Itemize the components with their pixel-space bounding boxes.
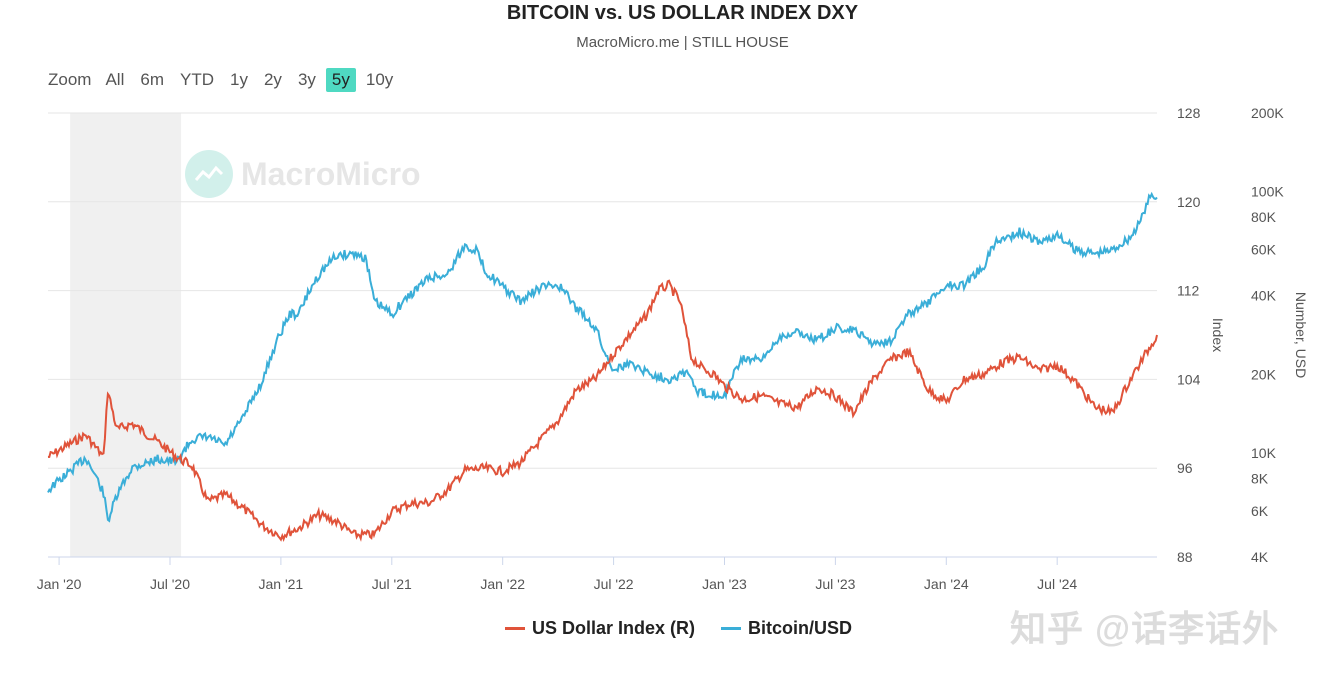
series-line-bitcoin-usd[interactable] <box>47 191 1158 523</box>
usd-axis-ticks: 200K 100K 80K 60K 40K 20K 10K 8K 6K 4K <box>1251 105 1284 565</box>
x-tick-label: Jul '22 <box>594 576 634 592</box>
gridlines <box>48 112 1157 558</box>
index-axis-ticks: 128 120 112 104 96 88 <box>1177 105 1201 565</box>
x-tick-label: Jul '23 <box>815 576 855 592</box>
zoom-button-3y[interactable]: 3y <box>297 70 316 89</box>
x-tick-label: Jan '20 <box>37 576 82 592</box>
zoom-button-ytd[interactable]: YTD <box>180 70 214 89</box>
macromicro-logo-icon <box>185 150 233 198</box>
zoom-button-5y[interactable]: 5y <box>325 68 356 92</box>
zoom-button-all[interactable]: All <box>105 70 125 89</box>
zoom-bar: Zoom All 6m YTD 1y 2y 3y 5y 10y <box>48 68 401 92</box>
zoom-button-2y[interactable]: 2y <box>263 70 282 89</box>
zoom-button-10y[interactable]: 10y <box>365 70 394 89</box>
legend-label-us-dollar-index: US Dollar Index (R) <box>532 618 696 638</box>
zoom-button-1y[interactable]: 1y <box>230 70 248 89</box>
chart-title: BITCOIN vs. US DOLLAR INDEX DXY <box>506 2 859 24</box>
legend-item-us-dollar-index[interactable]: US Dollar Index (R) <box>505 618 695 639</box>
chart-subtitle: MacroMicro.me | STILL HOUSE <box>576 34 789 51</box>
zoom-button-6m[interactable]: 6m <box>140 70 164 89</box>
index-tick-label: 88 <box>1177 549 1193 565</box>
x-tick-label: Jul '21 <box>372 576 412 592</box>
usd-tick-label: 8K <box>1251 470 1269 486</box>
macromicro-watermark-text: MacroMicro <box>241 155 421 192</box>
usd-tick-label: 100K <box>1251 184 1284 200</box>
index-tick-label: 96 <box>1177 460 1193 476</box>
legend: US Dollar Index (R) Bitcoin/USD <box>505 618 878 639</box>
x-tick-label: Jul '20 <box>150 576 190 592</box>
usd-tick-label: 10K <box>1251 445 1277 461</box>
x-tick-label: Jul '24 <box>1037 576 1077 592</box>
usd-tick-label: 60K <box>1251 242 1277 258</box>
index-tick-label: 104 <box>1177 371 1201 387</box>
legend-label-bitcoin-usd: Bitcoin/USD <box>748 618 853 638</box>
usd-tick-label: 6K <box>1251 503 1269 519</box>
recession-shading <box>70 113 182 557</box>
zhihu-watermark: 知乎 @话李话外 <box>1010 608 1280 649</box>
usd-tick-label: 80K <box>1251 209 1277 225</box>
x-tick-label: Jan '21 <box>259 576 304 592</box>
usd-axis-title: Number, USD <box>1293 292 1309 378</box>
x-tick-label: Jan '23 <box>702 576 747 592</box>
series-line-us-dollar-index[interactable] <box>47 279 1158 542</box>
x-tick-label: Jan '24 <box>924 576 969 592</box>
index-tick-label: 112 <box>1177 283 1200 299</box>
usd-tick-label: 40K <box>1251 288 1277 304</box>
index-axis-title: Index <box>1210 318 1226 352</box>
usd-tick-label: 20K <box>1251 366 1277 382</box>
usd-tick-label: 200K <box>1251 105 1284 121</box>
x-axis-ticks: Jan '20 Jul '20 Jan '21 Jul '21 Jan '22 Jul '… <box>37 557 1077 592</box>
legend-swatch-bitcoin-usd <box>721 627 742 630</box>
zoom-label: Zoom <box>48 70 92 89</box>
index-tick-label: 128 <box>1177 105 1201 121</box>
x-tick-label: Jan '22 <box>480 576 525 592</box>
legend-swatch-us-dollar-index <box>505 627 525 630</box>
usd-tick-label: 4K <box>1251 549 1269 565</box>
legend-item-bitcoin-usd[interactable]: Bitcoin/USD <box>721 618 852 639</box>
index-tick-label: 120 <box>1177 194 1201 210</box>
macromicro-watermark: MacroMicro <box>185 150 421 198</box>
